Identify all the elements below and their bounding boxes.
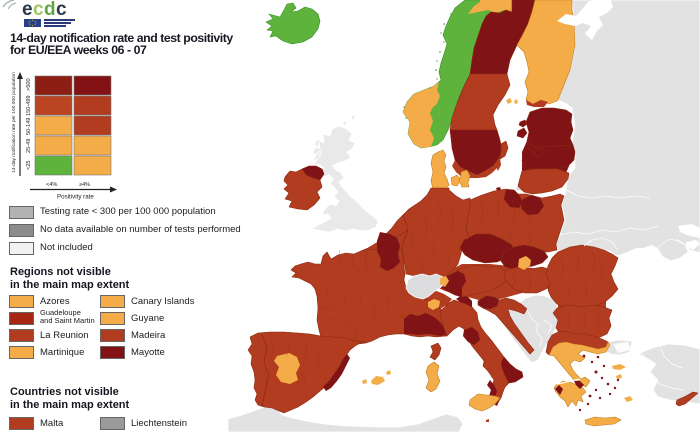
svg-text:Positivity rate: Positivity rate	[57, 194, 94, 201]
svg-text:>500: >500	[26, 78, 32, 91]
svg-text:14-day notification rate per 1: 14-day notification rate per 100 000 pop…	[11, 72, 17, 173]
svg-text:<4%: <4%	[46, 182, 57, 188]
svg-text:e: e	[22, 0, 33, 20]
svg-text:50-149: 50-149	[26, 118, 32, 135]
svg-text:150-499: 150-499	[26, 95, 32, 116]
svg-text:c: c	[33, 0, 44, 20]
svg-text:<25: <25	[26, 161, 32, 171]
svg-text:c: c	[56, 0, 67, 20]
svg-text:≥4%: ≥4%	[79, 182, 90, 188]
svg-text:d: d	[44, 0, 56, 20]
svg-text:25-49: 25-49	[26, 139, 32, 153]
